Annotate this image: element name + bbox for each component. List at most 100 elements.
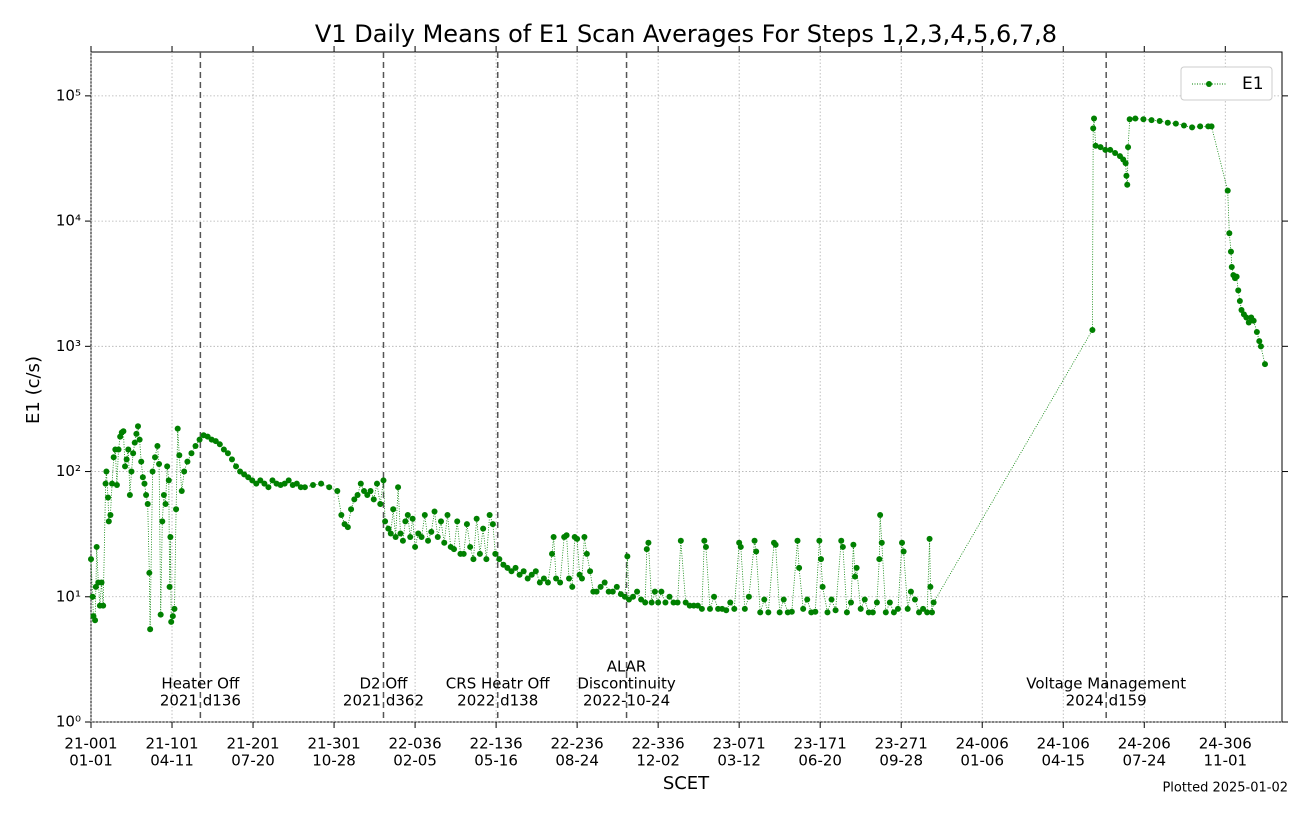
data-point (285, 477, 292, 484)
data-point (1156, 117, 1163, 124)
data-point (122, 463, 129, 470)
data-point (737, 543, 744, 550)
data-point (504, 564, 511, 571)
data-point (216, 441, 223, 448)
data-point (581, 534, 588, 541)
data-point (847, 599, 854, 606)
data-point (1224, 187, 1231, 194)
data-point (873, 599, 880, 606)
data-point (702, 543, 709, 550)
data-point (245, 474, 252, 481)
data-point (1172, 120, 1179, 127)
data-point (1123, 172, 1130, 179)
data-point (156, 460, 163, 467)
data-point (404, 511, 411, 518)
data-point (832, 607, 839, 614)
data-point (812, 608, 819, 615)
data-point (380, 477, 387, 484)
data-point (587, 568, 594, 575)
data-point (143, 491, 150, 498)
data-point (540, 575, 547, 582)
data-point (642, 599, 649, 606)
x-tick-label: 06-20 (798, 752, 842, 770)
data-point (165, 477, 172, 484)
data-point (1226, 230, 1233, 237)
data-point (557, 579, 564, 586)
data-point (141, 480, 148, 487)
data-point (578, 575, 585, 582)
event-label: 2021 d136 (160, 692, 241, 710)
data-point (98, 579, 105, 586)
data-point (601, 579, 608, 586)
data-point (500, 561, 507, 568)
data-point (100, 602, 107, 609)
event-label: Heater Off (161, 675, 240, 693)
data-point (574, 535, 581, 542)
y-tick-label: 10³ (56, 337, 81, 355)
footnote: Plotted 2025-01-02 (1162, 781, 1288, 796)
data-point (301, 484, 308, 491)
data-point (402, 518, 409, 525)
x-tick-label: 22-336 (632, 735, 685, 753)
data-point (454, 518, 461, 525)
data-point (160, 491, 167, 498)
legend-marker (1206, 81, 1212, 87)
data-point (196, 436, 203, 443)
data-point (169, 613, 176, 620)
data-point (463, 521, 470, 528)
data-point (800, 605, 807, 612)
data-point (819, 583, 826, 590)
event-label: ALAR (607, 658, 647, 676)
data-point (876, 556, 883, 563)
data-point (731, 605, 738, 612)
data-point (817, 556, 824, 563)
data-point (794, 537, 801, 544)
data-point (134, 423, 141, 430)
data-point (1228, 263, 1235, 270)
data-point (930, 599, 937, 606)
data-point (1112, 149, 1119, 156)
data-point (927, 583, 934, 590)
data-point (367, 487, 374, 494)
data-point (157, 611, 164, 618)
data-point (894, 605, 901, 612)
data-point (1148, 117, 1155, 124)
event-label: Discontinuity (577, 675, 676, 693)
data-point (928, 609, 935, 616)
data-point (1092, 142, 1099, 149)
data-point (563, 532, 570, 539)
data-point (761, 596, 768, 603)
data-point (139, 474, 146, 481)
data-point (549, 550, 556, 557)
data-point (877, 511, 884, 518)
data-point (662, 599, 669, 606)
data-point (753, 548, 760, 555)
x-tick-label: 08-24 (555, 752, 599, 770)
data-point (281, 480, 288, 487)
data-point (220, 446, 227, 453)
data-point (828, 596, 835, 603)
x-tick-label: 02-05 (393, 752, 437, 770)
data-point (1250, 317, 1257, 324)
data-point (188, 450, 195, 457)
data-point (882, 609, 889, 616)
data-point (1125, 144, 1132, 151)
data-point (144, 501, 151, 508)
x-tick-label: 01-06 (960, 752, 1004, 770)
data-point (492, 550, 499, 557)
x-tick-label: 21-101 (145, 735, 198, 753)
data-point (123, 456, 130, 463)
data-point (741, 605, 748, 612)
data-point (1122, 160, 1129, 167)
data-point (1180, 122, 1187, 129)
data-point (1132, 115, 1139, 122)
data-point (261, 480, 268, 487)
x-axis-label: SCET (663, 773, 710, 794)
event-label: 2022-10-24 (583, 692, 670, 710)
x-tick-label: 10-28 (312, 752, 356, 770)
data-point (138, 458, 145, 465)
data-point (434, 534, 441, 541)
data-point (630, 593, 637, 600)
